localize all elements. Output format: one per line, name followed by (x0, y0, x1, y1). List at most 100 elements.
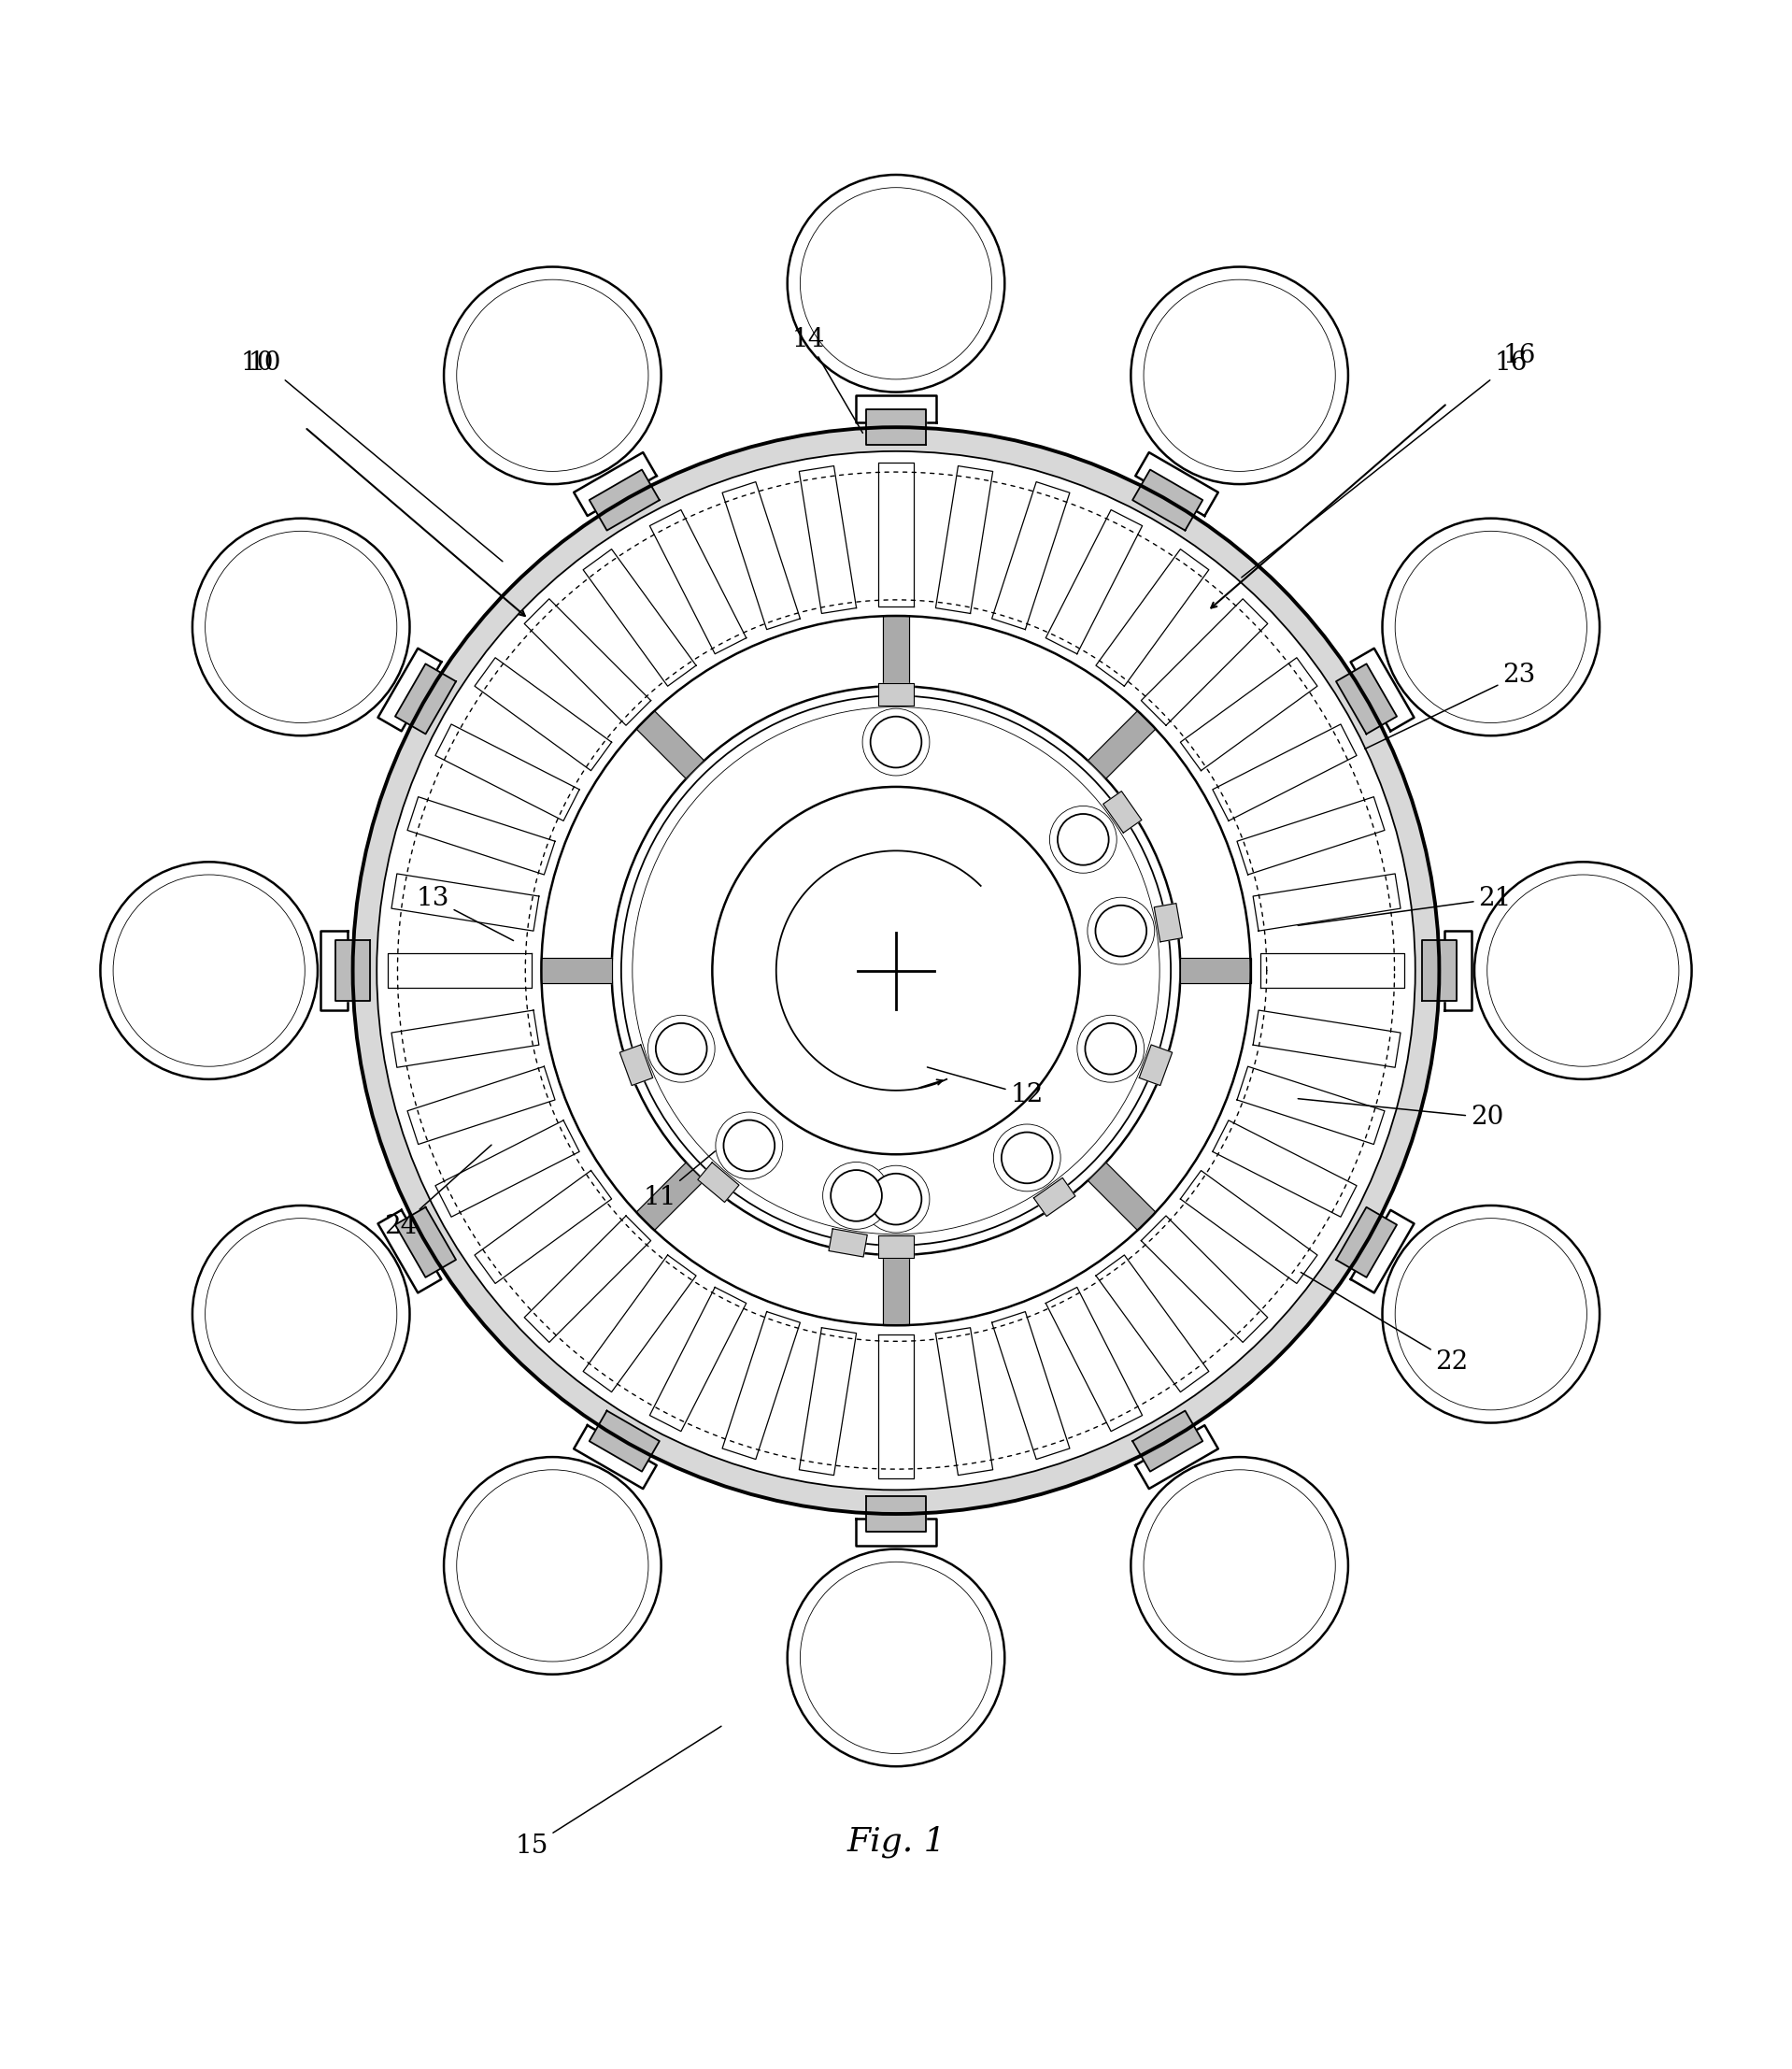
Polygon shape (1140, 1045, 1172, 1086)
Polygon shape (1181, 958, 1251, 983)
Polygon shape (378, 1210, 441, 1293)
Polygon shape (1088, 710, 1156, 778)
Polygon shape (1444, 931, 1471, 1010)
Polygon shape (396, 1206, 455, 1277)
Text: 22: 22 (1301, 1272, 1468, 1374)
Polygon shape (883, 617, 909, 687)
Circle shape (100, 863, 317, 1080)
Circle shape (871, 1173, 921, 1225)
Polygon shape (573, 1426, 656, 1490)
Circle shape (376, 451, 1416, 1490)
Polygon shape (1181, 1171, 1317, 1283)
Polygon shape (396, 664, 455, 734)
Circle shape (1382, 1206, 1600, 1423)
Circle shape (862, 708, 930, 776)
Polygon shape (636, 710, 704, 778)
Polygon shape (1034, 1177, 1075, 1217)
Polygon shape (573, 453, 656, 515)
Circle shape (1002, 1132, 1052, 1183)
Text: 16: 16 (1502, 343, 1536, 368)
Circle shape (787, 1550, 1005, 1767)
Polygon shape (1351, 648, 1414, 730)
Polygon shape (1104, 790, 1142, 834)
Polygon shape (1097, 548, 1210, 687)
Text: 23: 23 (1366, 662, 1536, 749)
Polygon shape (857, 1519, 935, 1546)
Polygon shape (475, 658, 611, 770)
Circle shape (192, 1206, 410, 1423)
Polygon shape (878, 1235, 914, 1258)
Circle shape (1131, 1457, 1348, 1674)
Polygon shape (1047, 509, 1142, 654)
Circle shape (656, 1024, 706, 1074)
Polygon shape (1142, 598, 1267, 726)
Polygon shape (525, 1217, 650, 1343)
Polygon shape (1236, 1066, 1385, 1144)
Text: 10: 10 (240, 352, 274, 377)
Polygon shape (391, 873, 539, 931)
Circle shape (711, 786, 1081, 1155)
Circle shape (1077, 1016, 1145, 1082)
Polygon shape (878, 1335, 914, 1479)
Polygon shape (590, 470, 659, 530)
Polygon shape (1236, 797, 1385, 875)
Polygon shape (387, 954, 532, 989)
Circle shape (353, 428, 1439, 1515)
Polygon shape (1337, 1206, 1396, 1277)
Circle shape (1050, 807, 1116, 873)
Text: 11: 11 (643, 1150, 715, 1210)
Polygon shape (321, 931, 348, 1010)
Circle shape (1382, 519, 1600, 737)
Polygon shape (878, 461, 914, 606)
Circle shape (823, 1163, 891, 1229)
Polygon shape (697, 1163, 738, 1202)
Polygon shape (378, 648, 441, 730)
Text: Fig. 1: Fig. 1 (846, 1825, 946, 1858)
Polygon shape (650, 509, 745, 654)
Polygon shape (857, 395, 935, 422)
Text: 13: 13 (416, 886, 514, 941)
Circle shape (647, 1016, 715, 1082)
Circle shape (871, 716, 921, 768)
Circle shape (1475, 863, 1692, 1080)
Circle shape (1131, 267, 1348, 484)
Polygon shape (1253, 873, 1401, 931)
Polygon shape (935, 1328, 993, 1475)
Circle shape (862, 1165, 930, 1233)
Circle shape (444, 267, 661, 484)
Text: 24: 24 (383, 1144, 491, 1239)
Circle shape (787, 174, 1005, 393)
Circle shape (724, 1119, 774, 1171)
Polygon shape (335, 939, 371, 1001)
Polygon shape (582, 1256, 695, 1392)
Circle shape (715, 1111, 783, 1179)
Polygon shape (799, 1328, 857, 1475)
Polygon shape (991, 1312, 1070, 1459)
Polygon shape (1133, 470, 1202, 530)
Circle shape (1057, 813, 1109, 865)
Polygon shape (620, 1045, 652, 1086)
Polygon shape (1136, 453, 1219, 515)
Polygon shape (1253, 1010, 1401, 1068)
Polygon shape (582, 548, 695, 687)
Polygon shape (1213, 724, 1357, 821)
Circle shape (444, 1457, 661, 1674)
Polygon shape (650, 1287, 745, 1432)
Polygon shape (1421, 939, 1457, 1001)
Polygon shape (1142, 1217, 1267, 1343)
Circle shape (1095, 906, 1147, 956)
Polygon shape (1154, 904, 1183, 941)
Polygon shape (475, 1171, 611, 1283)
Polygon shape (541, 958, 611, 983)
Polygon shape (1133, 1411, 1202, 1471)
Polygon shape (878, 683, 914, 706)
Circle shape (1086, 1024, 1136, 1074)
Circle shape (831, 1171, 882, 1221)
Circle shape (192, 519, 410, 737)
Text: 10: 10 (249, 352, 502, 561)
Polygon shape (799, 466, 857, 614)
Polygon shape (1047, 1287, 1142, 1432)
Polygon shape (1181, 658, 1317, 770)
Polygon shape (1088, 1163, 1156, 1231)
Polygon shape (991, 482, 1070, 629)
